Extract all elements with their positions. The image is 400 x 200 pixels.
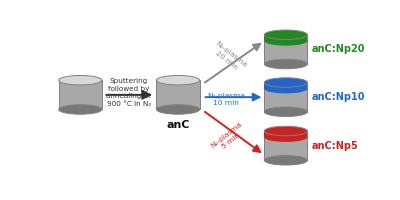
Text: Sputtering
followed by
annealing at
900 °C in N₂: Sputtering followed by annealing at 900 … (106, 78, 151, 107)
Ellipse shape (264, 78, 308, 87)
Bar (264, 83, 308, 112)
Bar (264, 131, 308, 160)
Ellipse shape (59, 75, 102, 85)
Ellipse shape (264, 59, 308, 69)
Ellipse shape (59, 105, 102, 114)
Ellipse shape (156, 75, 200, 85)
Ellipse shape (264, 107, 308, 117)
Bar (264, 35, 308, 64)
Ellipse shape (264, 84, 308, 93)
Ellipse shape (264, 132, 308, 142)
Text: anC:Np5: anC:Np5 (311, 141, 358, 151)
Bar (264, 131, 308, 137)
Bar (264, 83, 308, 89)
Ellipse shape (156, 105, 200, 114)
Bar (59, 80, 102, 109)
Bar (264, 35, 308, 41)
Ellipse shape (264, 126, 308, 136)
Ellipse shape (264, 30, 308, 40)
Text: anC:Np20: anC:Np20 (311, 44, 365, 54)
Bar (156, 80, 200, 109)
Text: N₂-plasma
5 min: N₂-plasma 5 min (210, 121, 248, 155)
Ellipse shape (264, 36, 308, 46)
Text: anC:Np10: anC:Np10 (311, 92, 365, 102)
Text: anC: anC (166, 120, 190, 130)
Text: N₂-plasma
10 min: N₂-plasma 10 min (207, 93, 245, 106)
Text: N₂-plasma
20 min: N₂-plasma 20 min (210, 40, 248, 74)
Ellipse shape (264, 156, 308, 165)
